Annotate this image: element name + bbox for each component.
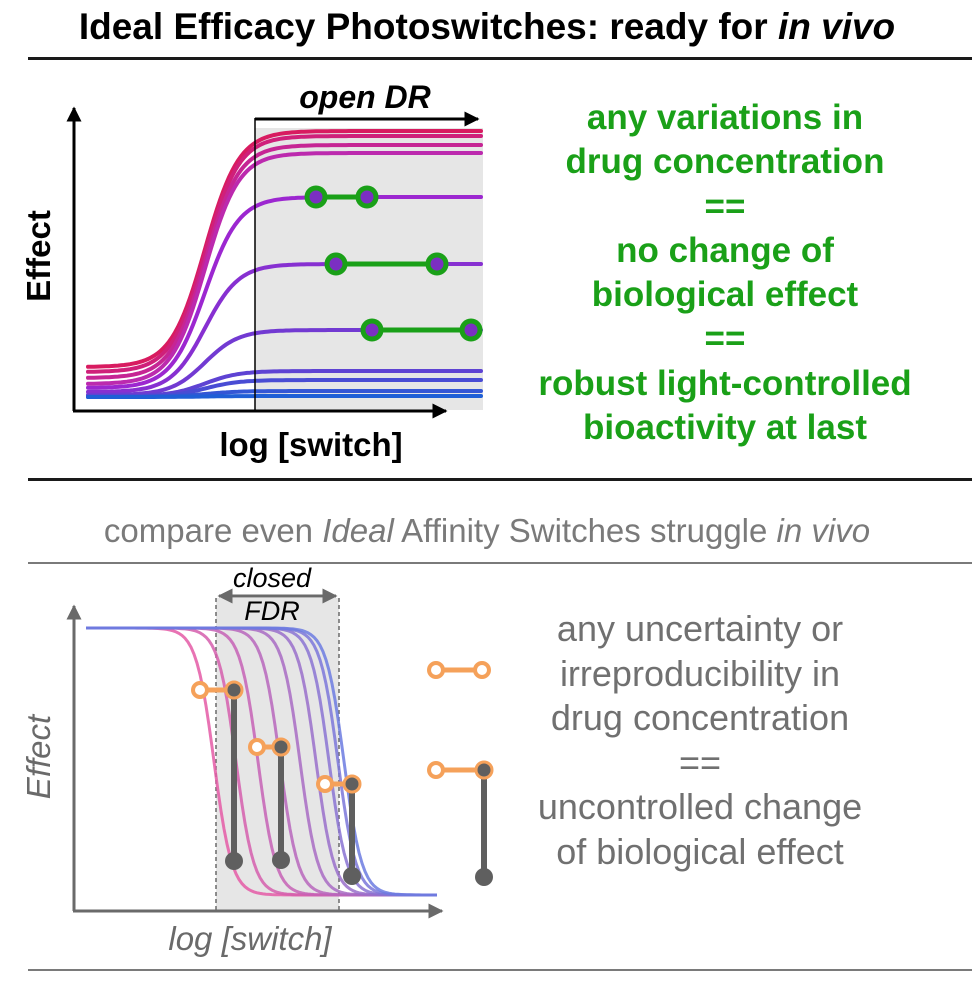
dose-response-curve <box>86 151 483 386</box>
effect-end-marker <box>272 851 290 869</box>
bottom-statement: any uncertainty or irreproducibility in … <box>490 607 910 875</box>
statement-line: drug concentration <box>565 142 885 182</box>
concentration-marker-filled <box>224 680 244 700</box>
fdr-label: FDR <box>244 596 300 626</box>
bottom-concentration-markers <box>191 680 362 885</box>
caption-emphasis: Ideal <box>322 512 394 549</box>
concentration-marker-filled <box>342 774 362 794</box>
concentration-marker <box>304 185 328 209</box>
bottom-x-axis-label: log [switch] <box>168 920 332 957</box>
statement-line: uncontrolled change <box>537 786 863 828</box>
statement-line: == <box>704 319 746 359</box>
legend-marker-end <box>475 868 493 886</box>
caption-part: Affinity Switches struggle <box>393 512 777 549</box>
statement-line: robust light-controlled <box>538 363 912 403</box>
top-y-axis-label: Effect <box>20 210 57 302</box>
legend-marker-open <box>473 661 491 679</box>
legend-marker-open <box>427 761 445 779</box>
caption-emphasis: in vivo <box>776 512 871 549</box>
title-main: Ideal Efficacy Photoswitches: ready for <box>78 6 778 47</box>
concentration-marker <box>425 252 449 276</box>
dose-response-curve <box>86 195 483 390</box>
divider-bottom <box>28 969 972 971</box>
open-dr-label: open DR <box>299 79 431 115</box>
closed-label: closed <box>233 563 312 593</box>
bottom-dose-response-curves <box>86 626 437 897</box>
bottom-chart: closed FDR log [switch] Effect <box>20 563 494 957</box>
legend-marker-filled <box>474 760 494 780</box>
concentration-marker-open <box>191 681 209 699</box>
divider-compare <box>28 562 972 564</box>
statement-line: any variations in <box>586 98 864 137</box>
legend-marker-drop <box>427 760 494 886</box>
concentration-marker-open <box>316 775 334 793</box>
statement-line: == <box>704 186 746 226</box>
dose-response-curve <box>86 134 483 374</box>
statement-line: irreproducibility in <box>559 652 841 694</box>
statement-line: bioactivity at last <box>583 408 867 448</box>
caption-part: compare even <box>103 512 323 549</box>
statement-line: == <box>678 741 722 783</box>
concentration-marker <box>355 185 379 209</box>
concentration-marker-open <box>248 738 266 756</box>
dose-response-curve <box>86 143 483 380</box>
top-dose-response-curves <box>86 129 483 399</box>
legend-marker-open <box>427 661 445 679</box>
concentration-marker <box>360 318 384 342</box>
statement-line: no change of <box>616 230 834 270</box>
legend-marker-pair <box>427 661 491 679</box>
concentration-marker-filled <box>271 737 291 757</box>
top-concentration-markers <box>304 185 483 342</box>
effect-end-marker <box>225 852 243 870</box>
statement-line: biological effect <box>591 275 859 315</box>
statement-line: drug concentration <box>550 697 850 739</box>
page-title: Ideal Efficacy Photoswitches: ready for … <box>0 6 974 48</box>
divider-middle <box>28 478 972 481</box>
bottom-y-axis-label: Effect <box>20 713 57 799</box>
statement-line: of biological effect <box>556 830 844 872</box>
concentration-marker <box>459 318 483 342</box>
top-statement: any variations in drug concentration == … <box>495 96 955 450</box>
dose-response-curve <box>86 626 437 897</box>
effect-end-marker <box>343 867 361 885</box>
concentration-marker <box>324 252 348 276</box>
dose-response-curve <box>86 394 483 399</box>
statement-line: any uncertainty or <box>556 608 844 649</box>
comparison-caption: compare even Ideal Affinity Switches str… <box>0 512 974 550</box>
dose-response-curve <box>86 129 483 369</box>
top-x-axis-label: log [switch] <box>219 426 402 463</box>
top-chart: open DR log [switch] Effect <box>20 79 483 463</box>
open-dr-shading <box>255 128 483 410</box>
title-emphasis: in vivo <box>777 6 896 47</box>
divider-top <box>28 57 972 60</box>
